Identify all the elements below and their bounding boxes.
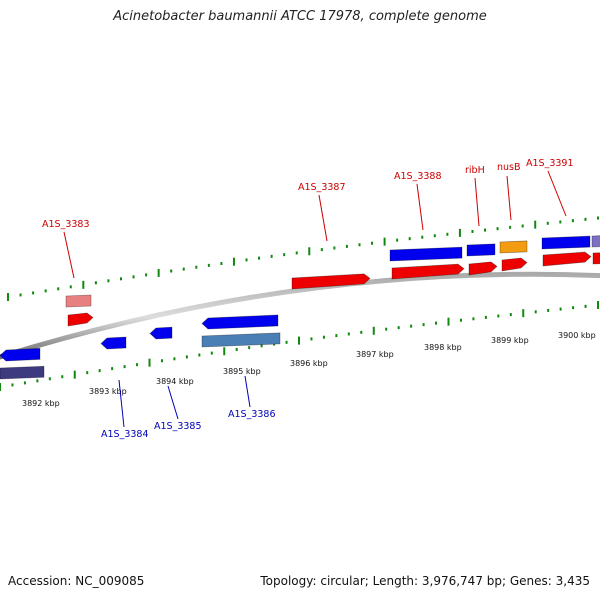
cds-reverse [592, 252, 600, 265]
cds-reverse [468, 261, 498, 276]
gene-leader-line [416, 183, 424, 231]
cds-reverse [67, 312, 94, 327]
cds-reverse [291, 273, 371, 290]
gene-leader-line [318, 194, 328, 242]
scale-label: 3892 kbp [22, 399, 60, 408]
feature-track [0, 235, 600, 380]
gene-labels: A1S_3383 A1S_3384 A1S_3385 A1S_3386 A1S_3387… [42, 158, 574, 440]
scale-label: 3897 kbp [356, 350, 394, 359]
gene-label: A1S_3386 [228, 409, 276, 420]
scale-label: 3899 kbp [491, 336, 529, 345]
gene-leader-line [506, 175, 512, 221]
gene-leader-line [244, 375, 251, 408]
accession-text: Accession: NC_009085 [8, 574, 145, 588]
cds-reverse [391, 263, 465, 280]
gene-label: A1S_3391 [526, 158, 574, 169]
scale-label: 3900 kbp [558, 331, 596, 340]
cds-forward [0, 347, 41, 362]
gene-label: A1S_3383 [42, 219, 90, 230]
gene-label: ribH [465, 165, 485, 176]
cds-forward [541, 235, 591, 250]
cds-reverse [501, 257, 528, 272]
lower-tick-row [0, 301, 599, 391]
scale-labels: 3892 kbp 3893 kbp 3894 kbp 3895 kbp 3896 kbp… [22, 331, 596, 408]
gene-leader-line [547, 170, 567, 217]
cds-forward [149, 326, 173, 340]
cds-navy [0, 365, 45, 380]
scale-label: 3896 kbp [290, 359, 328, 368]
cds-steelblue [201, 332, 281, 348]
cds-forward [466, 243, 496, 257]
gene-label: A1S_3385 [154, 421, 202, 432]
genome-summary-text: Topology: circular; Length: 3,976,747 bp… [260, 574, 590, 588]
cds-forward [389, 246, 463, 262]
scale-label: 3893 kbp [89, 387, 127, 396]
gene-leader-line [167, 385, 179, 420]
cds-reverse [542, 251, 592, 267]
scale-label: 3895 kbp [223, 367, 261, 376]
scale-label: 3894 kbp [156, 377, 194, 386]
gene-label: A1S_3387 [298, 182, 346, 193]
gene-label: A1S_3388 [394, 171, 442, 182]
gene-label: nusB [497, 162, 521, 173]
gene-leader-line [63, 231, 75, 279]
cds-forward [100, 336, 127, 350]
scale-label: 3898 kbp [424, 343, 462, 352]
upper-tick-row [7, 216, 599, 301]
genome-backbone [0, 271, 600, 360]
cds-forward [201, 314, 279, 330]
cds-pink [65, 294, 92, 308]
cds-violet [591, 235, 600, 248]
gene-leader-line [474, 177, 480, 227]
gene-label: A1S_3384 [101, 429, 149, 440]
cds-orange [499, 240, 528, 254]
gene-leader-line [118, 379, 125, 428]
map-title: Acinetobacter baumannii ATCC 17978, comp… [113, 9, 487, 24]
